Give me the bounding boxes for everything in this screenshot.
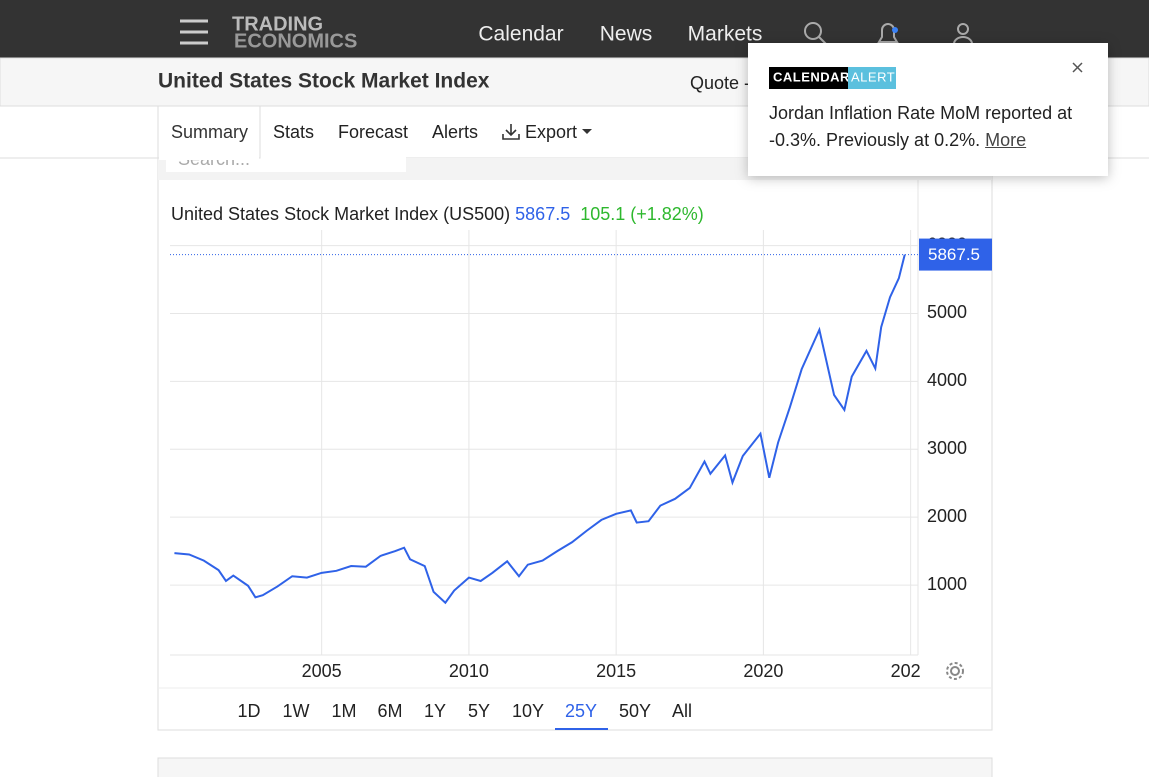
nav-link[interactable]: Calendar: [478, 23, 563, 46]
nav-link[interactable]: News: [600, 23, 653, 46]
alert-tag-text: CALENDAR: [773, 69, 850, 84]
x-tick-label: 2005: [302, 661, 342, 681]
last-price-label: 5867.5: [928, 245, 980, 264]
chart-title-text: United States Stock Market Index (US500): [171, 204, 510, 224]
y-tick-label: 1000: [927, 574, 967, 594]
price-line: [174, 254, 906, 605]
logo[interactable]: ECONOMICS: [234, 30, 357, 52]
tab[interactable]: Summary: [171, 122, 248, 142]
x-tick-label: 2015: [596, 661, 636, 681]
alert-text: Jordan Inflation Rate MoM reported at -0…: [769, 100, 1099, 154]
dropdown-caret: [582, 129, 592, 134]
close-icon[interactable]: [1072, 62, 1083, 73]
alert-popup: [748, 43, 1108, 176]
range-button[interactable]: 6M: [377, 701, 402, 721]
range-button[interactable]: 50Y: [619, 701, 651, 721]
x-tick-label: 2025: [891, 661, 931, 681]
last-price-tag: [919, 238, 992, 271]
alert-tag-text: ALERT: [851, 69, 895, 84]
y-tick-label: 2000: [927, 506, 967, 526]
table-header: [157, 757, 993, 782]
alert-body: Jordan Inflation Rate MoM reported at -0…: [769, 100, 1099, 154]
range-button[interactable]: 25Y: [565, 701, 597, 721]
download-icon: [502, 124, 520, 140]
tab-selected-fill: [159, 150, 259, 160]
y-tick-label: 4000: [927, 370, 967, 390]
tab[interactable]: Stats: [273, 122, 314, 142]
y-tick-label: 3000: [927, 438, 967, 458]
x-tick-label: 2020: [743, 661, 783, 681]
nav-link[interactable]: Markets: [688, 23, 763, 46]
alert-tag: [769, 67, 848, 89]
menu-icon[interactable]: [180, 19, 208, 45]
range-button[interactable]: 1D: [237, 701, 260, 721]
x-tick-label: 2010: [449, 661, 489, 681]
chart-panel: [157, 157, 993, 731]
chart-title: United States Stock Market Index (US500)…: [171, 204, 704, 224]
axis-mask: [921, 656, 991, 687]
range-button[interactable]: 1W: [283, 701, 310, 721]
range-button[interactable]: 10Y: [512, 701, 544, 721]
price-change: 105.1 (+1.82%): [580, 204, 704, 224]
quote-label: Quote -: [690, 73, 750, 93]
tab[interactable]: Export: [525, 122, 577, 142]
search-icon[interactable]: [804, 22, 827, 45]
last-price: 5867.5: [515, 204, 570, 224]
range-button[interactable]: 5Y: [468, 701, 490, 721]
range-button[interactable]: 1Y: [424, 701, 446, 721]
alert-link[interactable]: More: [985, 130, 1027, 150]
logo[interactable]: TRADING: [232, 13, 323, 35]
tab-selected: [157, 105, 261, 159]
settings-icon[interactable]: [946, 662, 964, 680]
range-button[interactable]: All: [672, 701, 692, 721]
tab[interactable]: Alerts: [432, 122, 478, 142]
alert-tag: [848, 67, 896, 89]
y-tick-label: 5000: [927, 302, 967, 322]
notification-dot: [892, 27, 898, 33]
page-title: United States Stock Market Index: [158, 70, 490, 93]
tab[interactable]: Forecast: [338, 122, 408, 142]
range-button[interactable]: 1M: [331, 701, 356, 721]
alert-message: Jordan Inflation Rate MoM reported at -0…: [769, 103, 1073, 150]
